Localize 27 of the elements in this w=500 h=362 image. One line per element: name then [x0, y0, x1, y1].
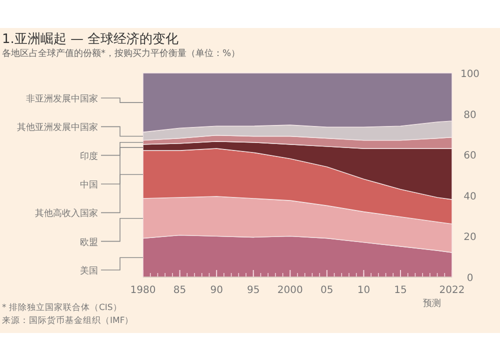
text: 非亚洲发展中国家 — [26, 94, 98, 104]
text: 欧盟 — [80, 236, 98, 248]
text: 其他高收入国家 — [35, 208, 98, 220]
y-tick-label: 20 — [464, 232, 476, 244]
x-tick-label: 2000 — [277, 285, 303, 296]
x-tick-label: 85 — [173, 285, 186, 296]
x-tick-label: 15 — [394, 285, 407, 296]
x-tick-label: 90 — [210, 285, 223, 296]
text: 印度 — [80, 150, 98, 162]
text: * 排除独立国家联合体（CIS） — [2, 302, 122, 313]
text: 美国 — [80, 266, 98, 276]
text: 其他亚洲发展中国家 — [17, 122, 98, 134]
text: 预测 — [423, 298, 441, 309]
x-tick-label: 2022 — [439, 285, 465, 296]
source-note: 来源：国际货币基金组织（IMF） — [2, 315, 134, 326]
x-tick-label: 05 — [320, 285, 334, 296]
x-tick-label: 95 — [246, 285, 260, 296]
y-tick-label: 0 — [466, 273, 474, 284]
y-tick-label: 80 — [464, 110, 476, 121]
x-tick-label: 1980 — [130, 285, 156, 296]
x-tick-label: 10 — [357, 285, 370, 296]
y-tick-label: 40 — [464, 191, 476, 202]
chart-title: 1.亚洲崛起 — 全球经济的变化 — [2, 32, 179, 47]
y-tick-label: 60 — [464, 150, 476, 162]
text: 中国 — [80, 180, 98, 190]
y-tick-label: 100 — [460, 69, 480, 80]
chart-subtitle: 各地区占全球产值的份额*，按购买力平价衡量（单位：%） — [2, 48, 240, 59]
